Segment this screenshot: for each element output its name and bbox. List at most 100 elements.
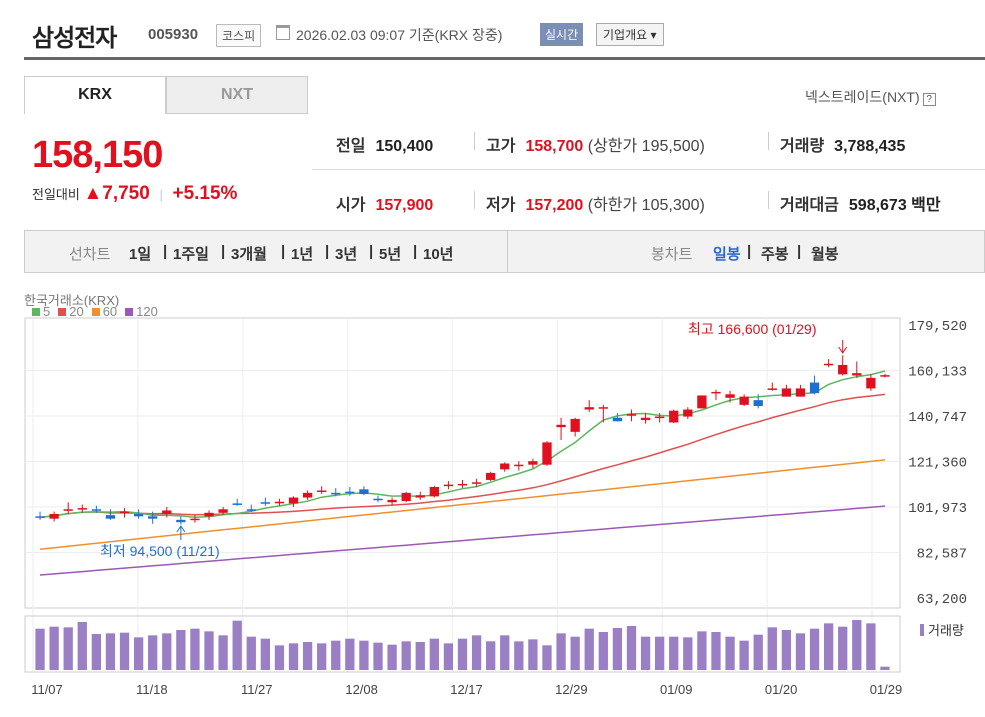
- volume-bar: [443, 643, 454, 670]
- nextrade-link[interactable]: 넥스트레이드(NXT)?: [805, 87, 936, 107]
- candle-body: [302, 492, 313, 498]
- ma60-line: [39, 459, 886, 550]
- ma-legend-item: 120: [125, 304, 158, 319]
- volume-bar: [204, 631, 214, 670]
- candle-body: [176, 519, 186, 523]
- volume-bar: [218, 635, 228, 670]
- y-tick-label: 101,973: [908, 501, 967, 517]
- period-3m[interactable]: 3개월: [231, 246, 267, 263]
- change-label: 전일대비: [32, 187, 80, 202]
- stat-amount: 거래대금 598,673 백만: [768, 191, 941, 215]
- period-1y[interactable]: 1년: [291, 246, 314, 263]
- volume-bar: [669, 636, 679, 670]
- ma-legend-item: 60: [91, 304, 117, 319]
- volume-bar: [852, 620, 862, 670]
- candle-body: [35, 516, 45, 518]
- volume-bar: [288, 643, 299, 670]
- volume-bar: [77, 622, 87, 670]
- volume-bar: [302, 642, 313, 670]
- stock-header: 삼성전자 005930 코스피 2026.02.03 09:07 기준(KRX …: [24, 0, 985, 60]
- calendar-icon: [276, 25, 290, 40]
- candle-body: [626, 414, 637, 416]
- period-weekly[interactable]: 주봉: [761, 246, 789, 263]
- stat-open: 시가 157,900: [336, 197, 434, 214]
- period-1w[interactable]: 1주일: [173, 246, 209, 263]
- volume-bar: [359, 640, 369, 670]
- x-tick-label: 01/29: [870, 682, 903, 697]
- candle-body: [49, 513, 59, 519]
- candle-body: [345, 491, 355, 494]
- volume-bar: [739, 640, 749, 670]
- volume-bar: [317, 643, 327, 670]
- candle-body: [274, 501, 285, 504]
- candle-body: [317, 490, 327, 493]
- volume-bar: [500, 635, 510, 670]
- volume-bar: [401, 641, 411, 670]
- high-annotation: 최고 166,600 (01/29): [688, 321, 817, 337]
- volume-bar: [838, 626, 848, 670]
- candle-body: [63, 509, 73, 511]
- chart-period-bar: 선차트 1일 | 1주일 | 3개월 | 1년 | 3년 | 5년 | 10년 …: [24, 230, 985, 273]
- volume-bar: [640, 636, 651, 670]
- candle-body: [838, 364, 848, 375]
- stat-prev: 전일 150,400: [336, 138, 434, 155]
- candle-body: [91, 509, 102, 511]
- volume-bar: [626, 626, 637, 670]
- candle-body: [246, 509, 256, 511]
- volume-bar: [246, 636, 256, 670]
- volume-bar: [655, 636, 665, 670]
- candle-body: [598, 407, 608, 409]
- change-amount: ▲7,750: [83, 183, 150, 204]
- candle-body: [866, 377, 876, 389]
- company-info-dropdown[interactable]: 기업개요 ▾: [596, 23, 664, 46]
- period-1d[interactable]: 1일: [129, 246, 152, 263]
- tab-nxt[interactable]: NXT: [166, 76, 308, 114]
- candle-body: [852, 373, 862, 376]
- period-3y[interactable]: 3년: [335, 246, 358, 263]
- candle-body: [133, 513, 144, 517]
- volume-bar: [598, 632, 608, 670]
- candle-body: [711, 391, 721, 394]
- candle-body: [514, 464, 524, 467]
- volume-bar: [528, 639, 538, 670]
- help-icon[interactable]: ?: [922, 93, 936, 106]
- price-change: 전일대비 ▲7,750 | +5.15%: [32, 183, 237, 205]
- volume-bar: [471, 635, 482, 670]
- volume-bar: [190, 628, 200, 670]
- candle-body: [570, 418, 580, 432]
- ma-legend: 5 20 60 120: [32, 304, 166, 319]
- realtime-badge[interactable]: 실시간: [540, 23, 584, 46]
- ma-legend-item: 20: [58, 304, 84, 319]
- volume-bar: [373, 642, 383, 670]
- volume-bar: [880, 666, 890, 670]
- volume-bar: [387, 644, 397, 670]
- volume-frame: [24, 615, 901, 673]
- candle-body: [387, 499, 397, 503]
- candle-body: [795, 388, 806, 397]
- tab-krx[interactable]: KRX: [24, 76, 166, 114]
- candle-body: [655, 416, 665, 419]
- candle-body: [148, 516, 158, 519]
- volume-bar: [683, 637, 693, 670]
- volume-bar: [612, 628, 623, 670]
- x-tick-label: 11/18: [136, 682, 168, 697]
- stat-low: 저가 157,200 (하한가 105,300): [474, 191, 705, 215]
- candle-body: [429, 486, 439, 497]
- candle-body: [204, 512, 214, 517]
- candle-body: [105, 515, 116, 519]
- volume-bar: [767, 627, 777, 670]
- high-arrow: [838, 346, 848, 354]
- volume-bar: [429, 638, 439, 670]
- period-10y[interactable]: 10년: [423, 246, 454, 263]
- market-badge: 코스피: [216, 24, 262, 47]
- candle-body: [232, 503, 242, 505]
- volume-bar: [105, 633, 116, 670]
- chart-frame: [24, 317, 901, 609]
- period-5y[interactable]: 5년: [379, 246, 402, 263]
- x-tick-label: 01/20: [765, 682, 798, 697]
- period-monthly[interactable]: 월봉: [811, 246, 839, 263]
- candle-body: [697, 395, 707, 409]
- volume-bar: [232, 620, 242, 670]
- candle-body: [119, 511, 130, 514]
- period-daily[interactable]: 일봉: [713, 246, 741, 263]
